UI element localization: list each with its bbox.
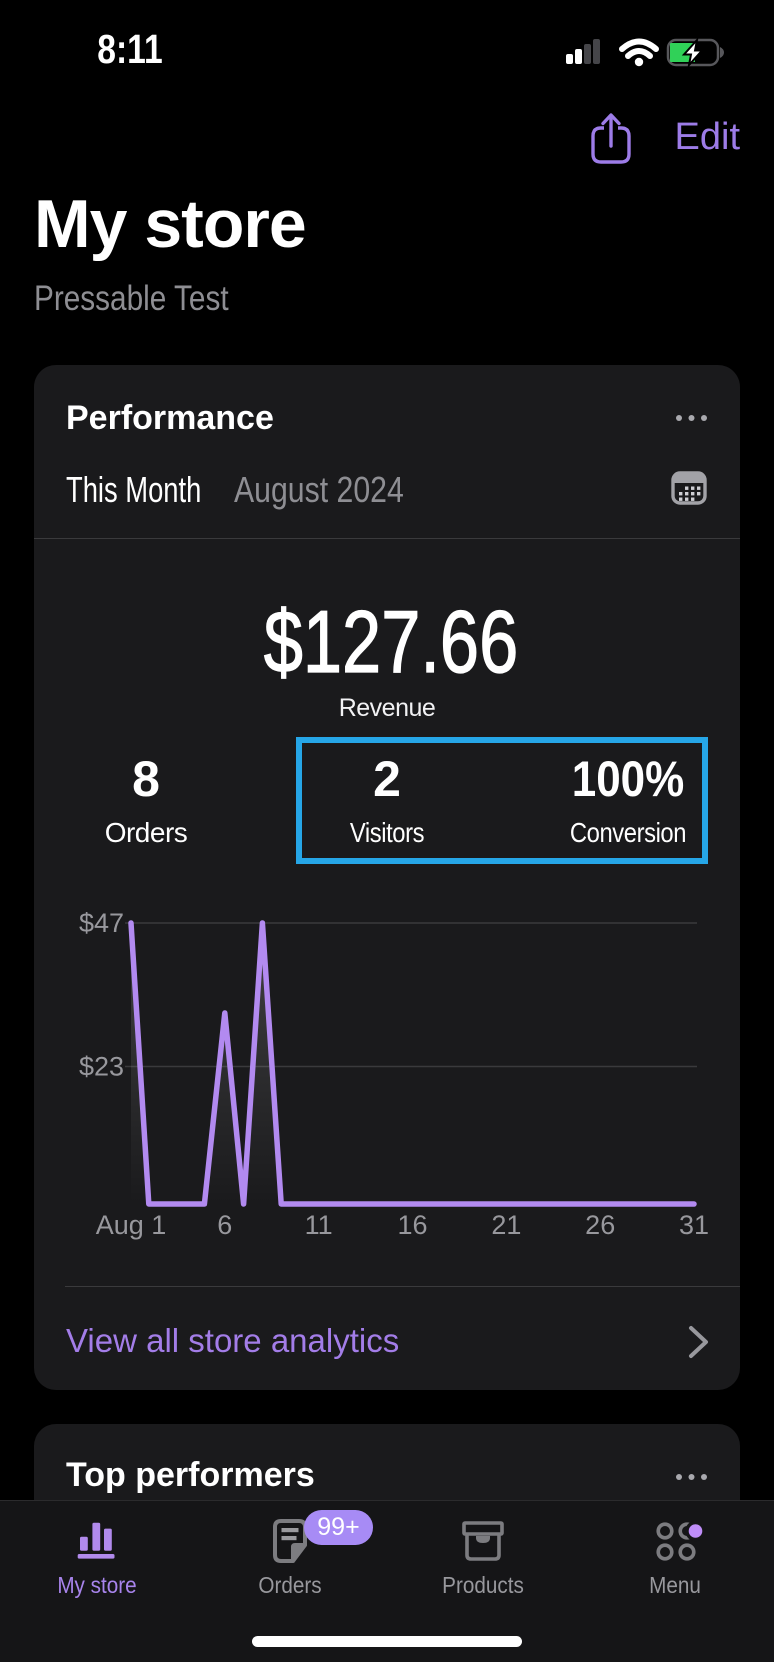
svg-text:26: 26 — [585, 1210, 615, 1240]
svg-text:21: 21 — [491, 1210, 521, 1240]
svg-text:6: 6 — [217, 1210, 232, 1240]
svg-text:$23: $23 — [79, 1052, 124, 1082]
svg-text:11: 11 — [305, 1210, 333, 1240]
svg-text:Aug 1: Aug 1 — [96, 1210, 167, 1240]
svg-text:16: 16 — [397, 1210, 427, 1240]
svg-text:31: 31 — [679, 1210, 709, 1240]
svg-text:$47: $47 — [79, 908, 124, 938]
